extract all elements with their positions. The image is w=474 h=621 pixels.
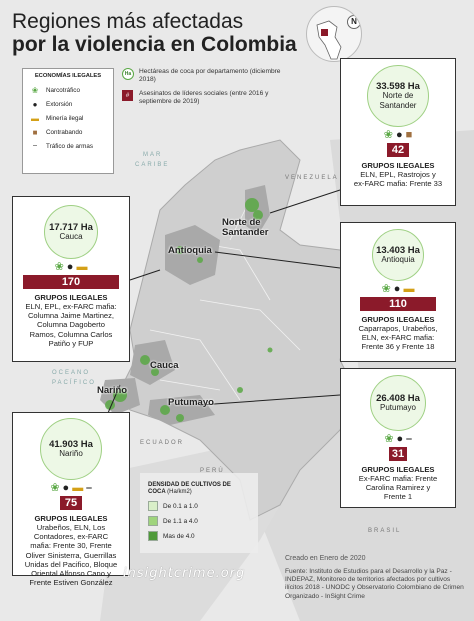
geo-label-oceano: OCEANO: [52, 370, 91, 376]
ha-badge: Ha: [122, 68, 134, 80]
coca-hectares: 26.408 Ha Putumayo: [370, 375, 426, 431]
rifle-icon: ⎯: [33, 141, 37, 150]
coca-hectares: 41.903 Ha Nariño: [40, 418, 102, 480]
money-bag-icon: ●: [393, 283, 401, 295]
symbol-legend: Ha Hectáreas de coca por departamento (di…: [122, 68, 292, 112]
density-legend: DENSIDAD DE CULTIVOS DE COCA (Ha/km2) De…: [148, 482, 248, 546]
leaders-count: 31: [389, 446, 407, 461]
box-icon: ■: [405, 129, 413, 141]
density-title: DENSIDAD DE CULTIVOS DE COCA: [148, 482, 231, 495]
gold-bars-icon: ▬: [72, 482, 84, 494]
antioquia-shape: [165, 225, 220, 285]
leaders-note: Asesinatos de líderes sociales (entre 20…: [139, 90, 269, 105]
coca-leaf-icon: ❀: [54, 261, 64, 273]
rifle-icon: ⎯: [406, 433, 412, 445]
legend-item: ⎯ Tráfico de armas: [28, 139, 108, 153]
coca-leaf-icon: ❀: [381, 283, 391, 295]
map-label-narino: Nariño: [97, 385, 128, 396]
gold-bars-icon: ▬: [76, 261, 88, 273]
illegal-economies-legend: ECONOMÍAS ILEGALES ❀ Narcotráfico ● Extors…: [22, 68, 114, 174]
north-indicator: N: [347, 15, 361, 29]
coca-leaf-icon: ❀: [31, 85, 39, 95]
density-row: De 1.1 a 4.0: [148, 516, 248, 526]
legend-item: ❀ Narcotráfico: [28, 83, 108, 97]
density-row: De 0.1 a 1.0: [148, 501, 248, 511]
legend-item: ■ Contrabando: [28, 125, 108, 139]
coca-hectares: 13.403 Ha Antioquia: [372, 229, 424, 281]
geo-label-mar: MAR: [143, 152, 163, 158]
panel-putumayo: 26.408 Ha Putumayo ❀ ● ⎯ 31 GRUPOS ILEGA…: [340, 368, 456, 508]
density-row: Mas de 4.0: [148, 531, 248, 541]
density-legend-bg: [140, 473, 258, 553]
density-unit: (Ha/km2): [167, 489, 192, 495]
leaders-count: 170: [23, 274, 119, 289]
leaders-count: 42: [387, 142, 409, 157]
globe-icon: [316, 20, 342, 60]
coca-note: Hectáreas de coca por departamento (dici…: [139, 68, 281, 83]
geo-label-peru: PERÚ: [200, 468, 225, 474]
connectors: [104, 189, 341, 421]
cauca-shape: [130, 340, 175, 385]
created-date: Creado en Enero de 2020: [285, 555, 366, 562]
norte-santander-shape: [245, 185, 270, 235]
legend-item: ● Extorsión: [28, 97, 108, 111]
money-bag-icon: ●: [32, 99, 38, 109]
groups-title: GRUPOS ILEGALES: [34, 513, 108, 523]
map-label-norte-santander: Norte de Santander: [222, 217, 269, 238]
box-icon: ■: [32, 127, 38, 137]
money-bag-icon: ●: [62, 482, 70, 494]
panel-antioquia: 13.403 Ha Antioquia ❀ ● ▬ 110 GRUPOS ILE…: [340, 222, 456, 362]
coca-leaf-icon: ❀: [50, 482, 60, 494]
money-bag-icon: ●: [395, 129, 403, 141]
map-label-cauca: Cauca: [150, 360, 179, 371]
geo-label-ecuador: ECUADOR: [140, 440, 185, 446]
coca-leaf-icon: ❀: [383, 129, 393, 141]
groups-title: GRUPOS ILEGALES: [361, 160, 435, 170]
leaders-count: 75: [60, 495, 82, 510]
map-label-putumayo: Putumayo: [168, 397, 214, 408]
geo-label-pacifico: PACÍFICO: [52, 380, 96, 386]
page-title: Regiones más afectadas por la violencia …: [12, 10, 312, 56]
groups-title: GRUPOS ILEGALES: [361, 464, 435, 474]
legend-item: ▬ Minería ilegal: [28, 111, 108, 125]
density-swatch: [148, 531, 158, 541]
density-swatch: [148, 501, 158, 511]
map-label-antioquia: Antioquia: [168, 245, 212, 256]
gold-bars-icon: ▬: [403, 283, 415, 295]
title-line-2: por la violencia en Colombia: [12, 33, 297, 56]
coca-hectares: 33.598 Ha Norte de Santander: [367, 65, 429, 127]
brand-watermark: insightcrime.org: [123, 566, 246, 581]
money-bag-icon: ●: [396, 433, 404, 445]
gold-bars-icon: ▬: [31, 113, 39, 123]
geo-label-venezuela: VENEZUELA: [285, 175, 339, 181]
legend-heading: ECONOMÍAS ILEGALES: [34, 73, 102, 79]
geo-label-brasil: BRASIL: [368, 528, 402, 534]
money-bag-icon: ●: [66, 261, 74, 273]
panel-norte-santander: 33.598 Ha Norte de Santander ❀ ● ■ 42 GR…: [340, 58, 456, 206]
panel-cauca: 17.717 Ha Cauca ❀ ● ▬ 170 GRUPOS ILEGALE…: [12, 196, 130, 362]
geo-label-caribe: CARIBE: [135, 162, 170, 168]
locator-globe: N: [306, 6, 362, 62]
density-swatch: [148, 516, 158, 526]
panel-narino: 41.903 Ha Nariño ❀ ● ▬ ⎯ 75 GRUPOS ILEGA…: [12, 412, 130, 587]
putumayo-shape: [148, 395, 215, 425]
leaders-symbol: #: [122, 90, 133, 101]
source-note: Fuente: Instituto de Estudios para el De…: [285, 568, 464, 600]
rifle-icon: ⎯: [86, 482, 92, 494]
groups-title: GRUPOS ILEGALES: [361, 314, 435, 324]
groups-title: GRUPOS ILEGALES: [34, 292, 108, 302]
title-line-1: Regiones más afectadas: [12, 10, 244, 33]
coca-leaf-icon: ❀: [384, 433, 394, 445]
interior-borders: [149, 199, 301, 401]
leaders-count: 110: [360, 296, 436, 311]
coca-hectares: 17.717 Ha Cauca: [44, 205, 98, 259]
